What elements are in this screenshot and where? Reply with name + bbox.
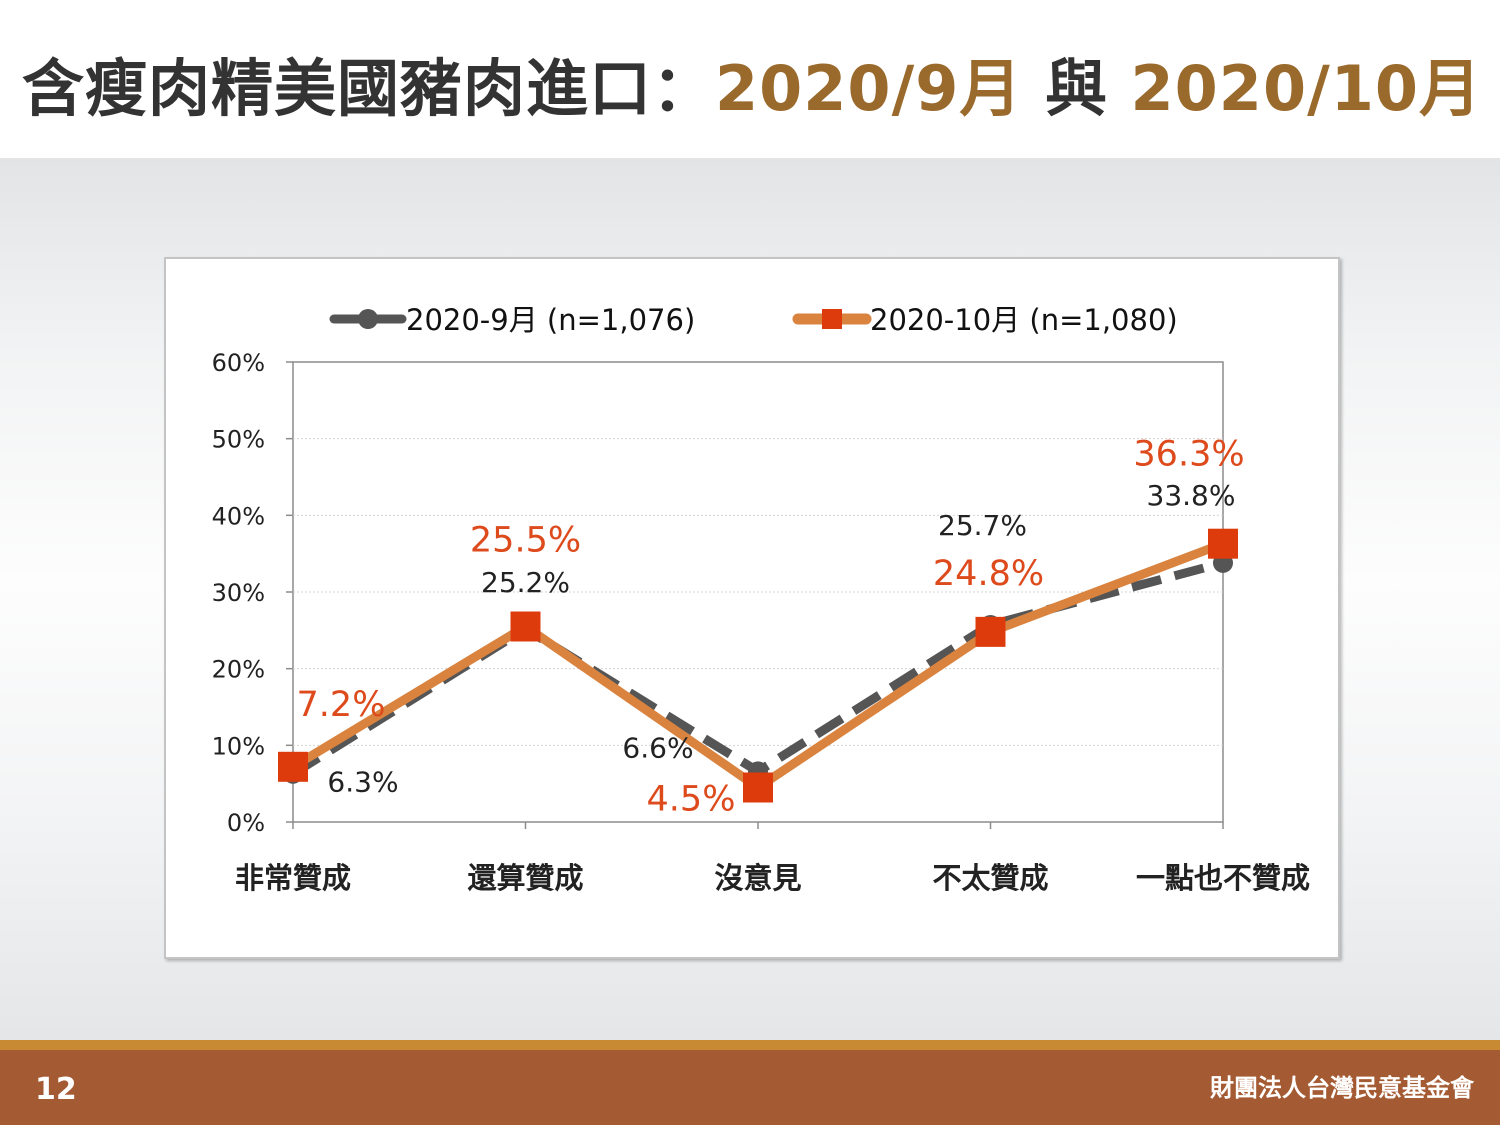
page-title: 含瘦肉精美國豬肉進口：2020/9月 與 2020/10月 [22,38,1482,128]
data-label-sep: 25.7% [938,509,1027,542]
y-tick-label: 30% [212,579,265,607]
y-tick-label: 20% [212,656,265,684]
series-point-oct [1208,528,1238,559]
x-category-label: 沒意見 [714,861,801,895]
footer-accent-stripe [0,1040,1500,1050]
title-period-october: 2020/10月 [1130,52,1483,125]
x-category-label: 非常贊成 [235,861,351,895]
legend-label-sep: 2020-9月 (n=1,076) [406,303,695,337]
data-label-sep: 6.6% [622,731,693,764]
data-label-oct: 36.3% [1133,435,1244,475]
title-connector: 與 [1022,52,1131,125]
y-tick-label: 40% [212,502,265,530]
x-category-label: 一點也不贊成 [1136,861,1310,895]
data-label-oct: 4.5% [647,780,736,820]
y-tick-label: 10% [212,732,265,760]
data-label-sep: 33.8% [1147,479,1236,512]
x-category-label: 還算贊成 [467,861,583,895]
legend-marker-oct [822,309,842,329]
title-bar: 含瘦肉精美國豬肉進口：2020/9月 與 2020/10月 [0,0,1500,158]
series-point-oct [278,751,308,782]
organization-name: 財團法人台灣民意基金會 [1210,1074,1474,1102]
data-label-oct: 24.8% [933,554,1044,594]
legend-label-oct: 2020-10月 (n=1,080) [870,303,1178,337]
y-tick-label: 60% [212,349,265,377]
series-point-oct [743,772,773,803]
series-point-oct [975,616,1006,647]
footer-bar: 12 財團法人台灣民意基金會 [0,1050,1500,1125]
line-chart: 0% 10% 20% 30% 40% 50% 60% 非常贊成 還算贊成 沒意見 不太贊成 一點也不贊… [212,303,1310,895]
y-tick-label: 50% [212,426,265,454]
data-label-sep: 6.3% [327,766,398,799]
data-label-sep: 25.2% [481,566,570,599]
y-tick-label: 0% [227,809,265,837]
title-main: 含瘦肉精美國豬肉進口： [22,52,716,125]
data-label-oct: 25.5% [470,521,581,561]
series-point-oct [510,611,541,642]
page-number: 12 [35,1072,77,1107]
data-label-oct: 7.2% [297,685,386,725]
chart-panel: 0% 10% 20% 30% 40% 50% 60% 非常贊成 還算贊成 沒意見 不太贊成 一點也不贊… [164,257,1340,959]
x-category-label: 不太贊成 [932,861,1048,895]
legend-marker-sep [358,309,378,329]
title-period-september: 2020/9月 [715,52,1023,125]
